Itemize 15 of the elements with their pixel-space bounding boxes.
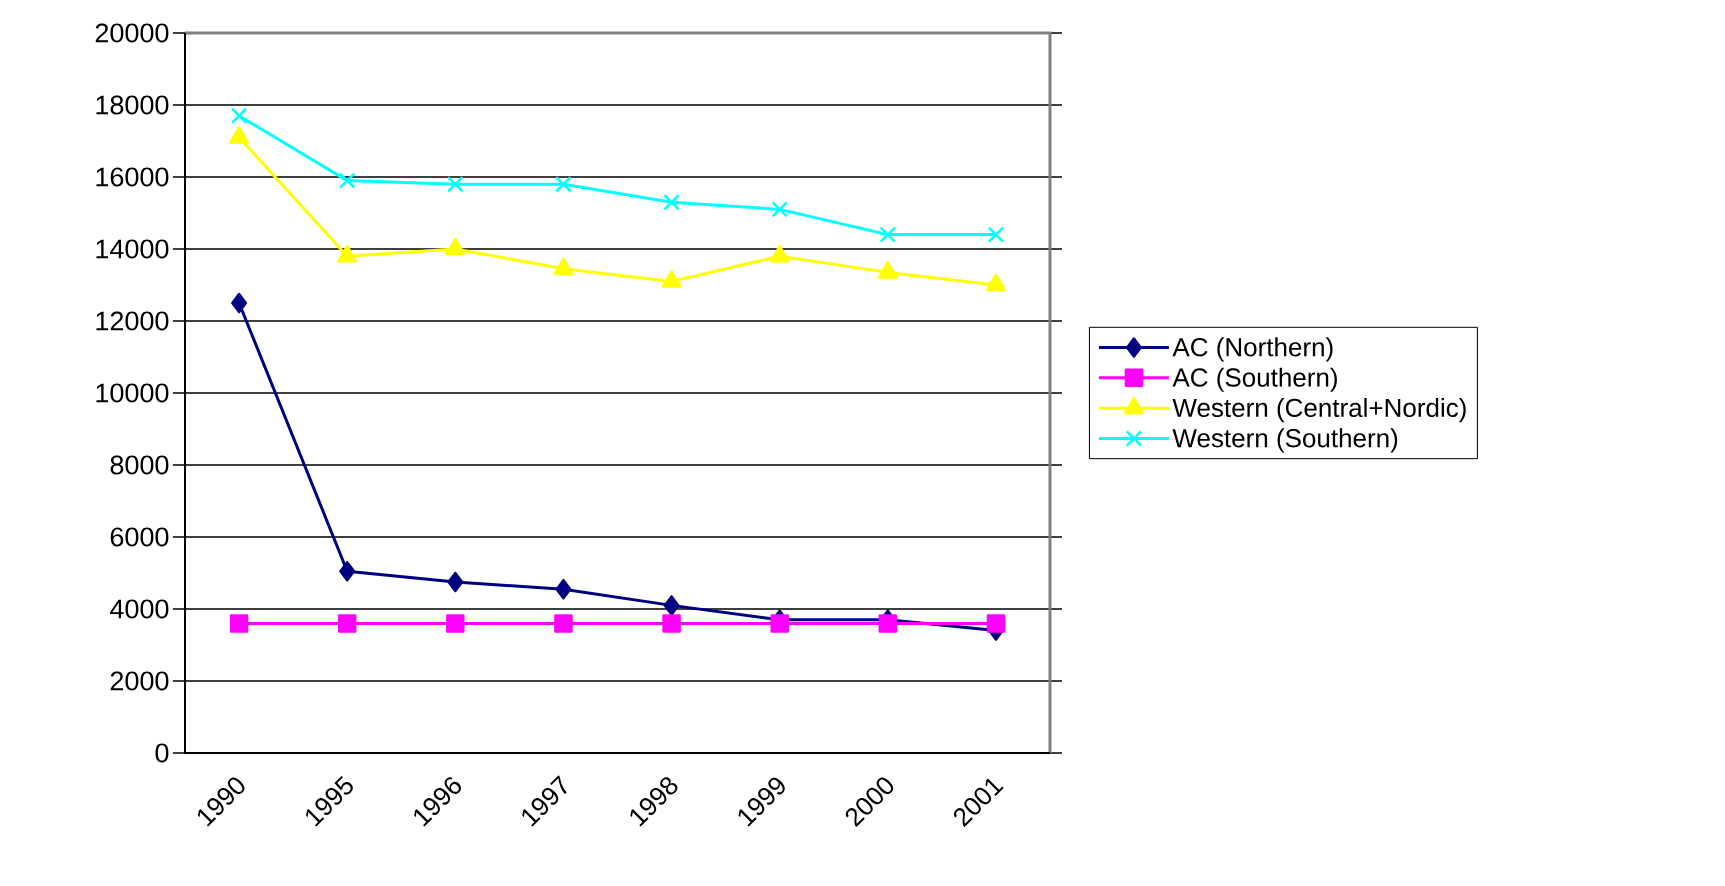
y-tick-label: 20000 (95, 23, 169, 43)
y-tick-label: 12000 (96, 311, 169, 331)
y-tick-label: 16000 (96, 167, 169, 187)
y-tick-label: 10000 (96, 383, 169, 403)
y-tick-label: 2000 (110, 671, 169, 691)
y-tick-label: 6000 (110, 527, 169, 547)
legend-label: AC (Northern) (1172, 337, 1333, 362)
legend-label: AC (Southern) (1172, 367, 1337, 392)
y-tick-label: 8000 (110, 455, 169, 475)
y-tick-label: 18000 (96, 95, 169, 115)
y-tick-label: 0 (155, 743, 169, 763)
y-tick-label: 14000 (96, 239, 169, 259)
legend-label: Western (Central+Nordic) (1172, 397, 1466, 423)
y-tick-label: 4000 (110, 599, 169, 619)
legend-label: Western (Southern) (1172, 428, 1398, 453)
